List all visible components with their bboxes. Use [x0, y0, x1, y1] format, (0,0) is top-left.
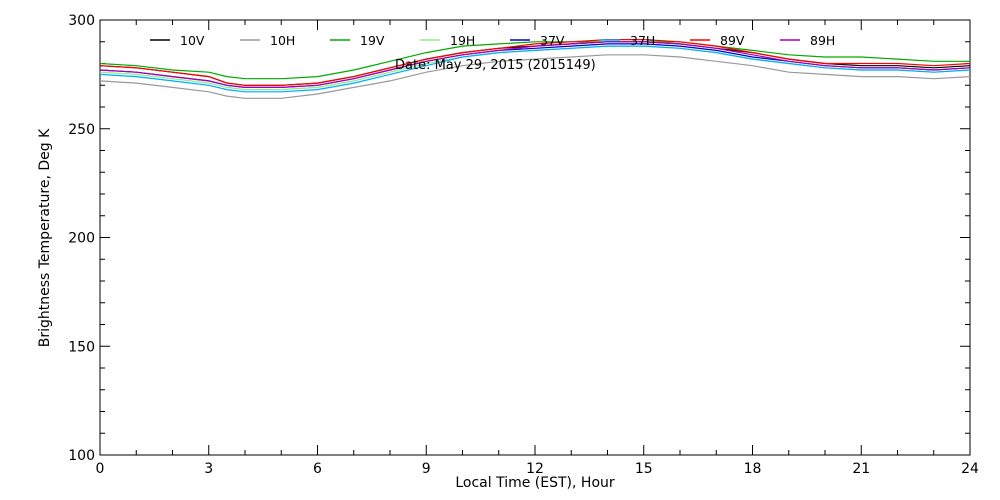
legend-label: 10H [270, 33, 295, 48]
legend-label: 19H [450, 33, 475, 48]
series-line-19v [99, 41, 970, 80]
legend-label: 10V [180, 33, 205, 48]
y-tick-label: 250 [68, 122, 95, 138]
y-tick-label: 150 [68, 339, 95, 355]
x-tick-label: 21 [852, 461, 870, 477]
y-axis-label: Brightness Temperature, Deg K [37, 128, 53, 347]
legend-label: 89H [810, 33, 835, 48]
x-tick-label: 9 [422, 461, 431, 477]
x-tick-label: 3 [204, 461, 213, 477]
legend-label: 89V [720, 33, 745, 48]
chart-title: Date: May 29, 2015 (2015149) [395, 58, 596, 73]
series-line-89v [99, 38, 971, 86]
legend-label: 37V [540, 33, 565, 48]
x-tick-label: 6 [313, 461, 322, 477]
x-tick-label: 12 [526, 461, 544, 477]
series-line-10h [99, 54, 971, 99]
series-line-37h [99, 45, 971, 93]
x-tick-label: 18 [744, 461, 762, 477]
x-tick-label: 0 [96, 461, 105, 477]
y-tick-label: 200 [68, 231, 95, 247]
y-tick-label: 300 [68, 13, 95, 29]
series-lines [99, 38, 971, 99]
legend: 10V 10H 19V 19H 37V 37H 89V 89H [150, 33, 835, 48]
y-tick-label: 100 [68, 448, 95, 464]
x-tick-label: 24 [961, 461, 979, 477]
legend-label: 37H [630, 33, 655, 48]
x-axis-label: Local Time (EST), Hour [455, 475, 615, 491]
legend-label: 19V [360, 33, 385, 48]
axis-ticks: 0 3 6 9 12 15 18 21 24 100 150 200 250 300 [68, 13, 979, 477]
series-line-89h [99, 41, 971, 89]
x-tick-label: 15 [635, 461, 653, 477]
